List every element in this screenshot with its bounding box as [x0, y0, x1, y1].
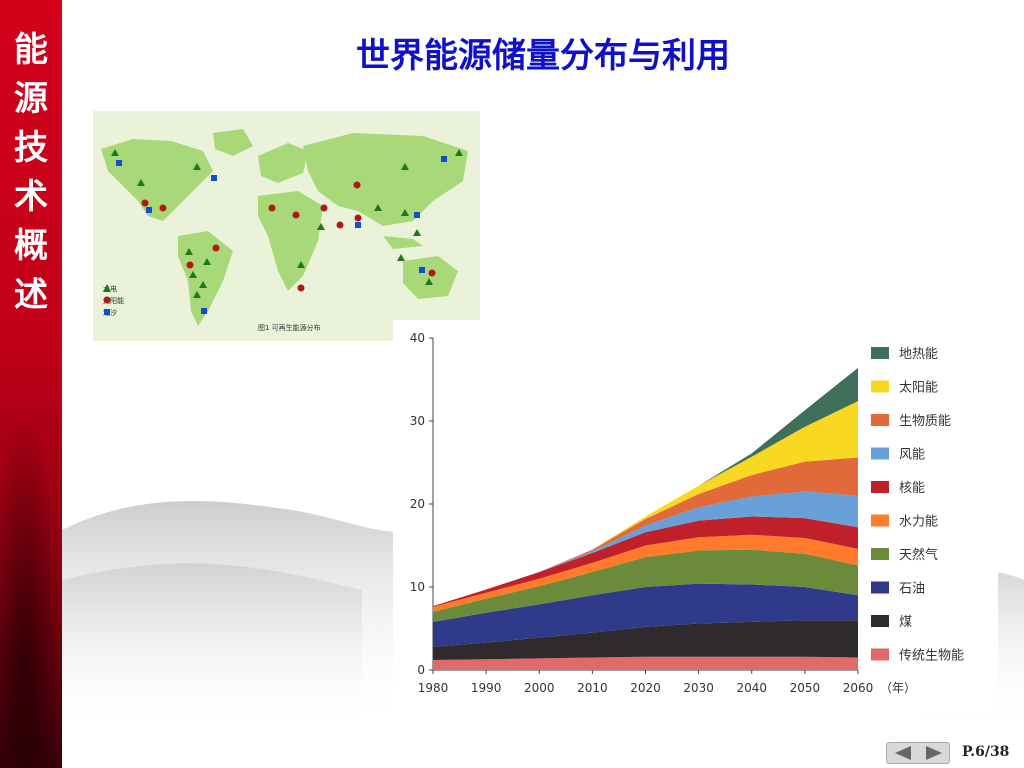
square-icon [104, 309, 110, 315]
x-tick-label: 1980 [418, 681, 449, 695]
area-series [433, 656, 858, 670]
sidebar-char: 技 [14, 128, 48, 168]
next-slide-button[interactable] [925, 746, 942, 760]
legend-swatch [871, 447, 889, 460]
y-tick-label: 20 [410, 497, 425, 511]
renewable-energy-map: 水电 太阳能 潮汐 图1 可再生能源分布 [93, 111, 480, 341]
legend-label: 水力能 [899, 515, 938, 530]
energy-usage-chart: 0 10 20 30 40 1980 1990 2000 2010 2020 2030 2040 205… [393, 320, 998, 712]
legend-label: 天然气 [899, 547, 938, 563]
x-tick-label: 2010 [577, 681, 608, 695]
sidebar-char: 源 [14, 79, 48, 119]
page-number: P.6/38 [962, 744, 1010, 760]
legend-label: 煤 [899, 615, 912, 630]
legend-label: 传统生物能 [899, 649, 964, 664]
legend-label: 地热能 [899, 347, 938, 362]
previous-slide-button[interactable] [894, 746, 911, 760]
legend-swatch [871, 414, 889, 426]
y-tick-label: 30 [410, 414, 425, 428]
x-tick-label: 2000 [524, 681, 555, 695]
legend-label: 核能 [899, 481, 925, 496]
area-series [433, 534, 858, 612]
x-tick-label: 2020 [630, 681, 661, 695]
x-tick-label: 2030 [683, 681, 714, 695]
area-series [433, 549, 858, 622]
legend-label: 太阳能 [899, 381, 938, 396]
y-tick-label: 10 [410, 580, 425, 594]
circle-icon [103, 296, 111, 304]
map-legend-solar: 太阳能 [103, 296, 124, 305]
legend-swatch [871, 347, 889, 359]
map-legend-tidal: 潮汐 [103, 308, 117, 318]
area-series [433, 583, 858, 647]
x-tick-label: 1990 [471, 681, 502, 695]
y-tick-label: 40 [410, 331, 425, 345]
legend-swatch [871, 615, 889, 627]
slide-title: 世界能源储量分布与利用 [356, 36, 730, 76]
legend-label: 风能 [899, 448, 925, 463]
x-tick-label: 2060 [843, 681, 874, 695]
legend-swatch [871, 481, 889, 493]
sidebar-char: 术 [14, 177, 48, 217]
legend-swatch [871, 648, 889, 661]
area-series [433, 620, 858, 661]
x-tick-label: 2050 [790, 681, 821, 695]
map-caption: 图1 可再生能源分布 [258, 324, 321, 332]
solar-markers [141, 181, 436, 292]
x-axis-unit: （年） [880, 681, 916, 695]
x-tick-label: 2040 [736, 681, 767, 695]
map-legend-hydro: 水电 [103, 284, 117, 293]
ink-wash-decoration [0, 408, 62, 768]
world-map-graphic [101, 129, 468, 326]
area-series [433, 491, 858, 607]
sidebar-char: 概 [14, 226, 48, 266]
area-series [433, 457, 858, 607]
tidal-markers [116, 156, 447, 314]
sidebar-char: 述 [14, 275, 48, 315]
legend-swatch [871, 581, 889, 594]
hydro-markers [111, 149, 463, 298]
legend-swatch [871, 548, 889, 560]
sidebar: 能 源 技 术 概 述 [0, 0, 62, 768]
sidebar-char: 能 [14, 30, 48, 70]
legend-label: 生物质能 [899, 414, 951, 429]
sidebar-title: 能 源 技 术 概 述 [0, 26, 62, 320]
y-tick-label: 0 [417, 663, 425, 677]
triangle-icon [103, 284, 111, 292]
legend-label: 石油 [899, 582, 925, 597]
area-series [433, 516, 858, 607]
legend-swatch [871, 380, 889, 393]
legend-swatch [871, 514, 889, 527]
slide-navigation [886, 742, 950, 764]
